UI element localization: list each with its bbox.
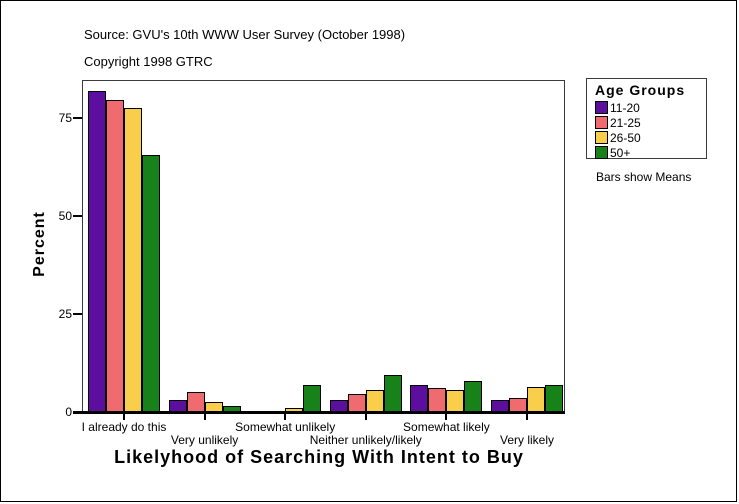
chart-title: Likelyhood of Searching With Intent to B…: [114, 447, 524, 467]
bar-21-25-0: [106, 100, 124, 412]
legend: Age Groups 11-20 21-25 26-50 50+: [586, 78, 707, 160]
category-label: Somewhat unlikely: [235, 420, 336, 434]
copyright-line: Copyright 1998 GTRC: [84, 54, 213, 69]
legend-swatch-icon: [595, 146, 608, 159]
bar-21-25-1: [186, 392, 205, 412]
legend-title: Age Groups: [595, 82, 686, 98]
bar-11-20-4: [410, 385, 429, 412]
bar-21-25-5: [509, 398, 527, 412]
y-tick-label: 75: [58, 111, 72, 125]
category-label: Neither unlikely/likely: [309, 433, 422, 447]
x-tick-mark: [123, 414, 125, 420]
bar-11-20-1: [168, 400, 187, 412]
bar-26-50-4: [446, 390, 465, 412]
x-axis-line: [73, 411, 565, 414]
bar-26-50-2: [285, 408, 304, 412]
y-tick-mark: [73, 117, 82, 119]
x-tick-mark: [445, 414, 448, 420]
legend-label: 11-20: [610, 100, 640, 115]
y-tick-label: 25: [58, 307, 72, 321]
bar-50+-1: [222, 406, 241, 412]
bar-26-50-3: [365, 390, 384, 412]
y-tick-mark: [73, 215, 82, 217]
source-line: Source: GVU's 10th WWW User Survey (Octo…: [84, 27, 406, 42]
bar-50+-2: [303, 385, 322, 412]
x-tick-mark: [526, 414, 528, 420]
legend-row-21-25: 21-25: [595, 115, 706, 130]
bar-50+-0: [142, 155, 160, 412]
bar-11-20-5: [491, 400, 509, 412]
category-label: I already do this: [81, 420, 167, 434]
bar-50+-5: [545, 385, 563, 412]
x-tick-mark: [203, 414, 206, 420]
bar-26-50-1: [204, 402, 223, 412]
bar-11-20-3: [329, 400, 348, 412]
x-tick-mark: [284, 414, 287, 420]
legend-row-26-50: 26-50: [595, 130, 706, 145]
bar-21-25-3: [347, 394, 366, 412]
bar-11-20-0: [88, 91, 106, 412]
legend-label: 50+: [610, 145, 631, 160]
category-label: Very unlikely: [170, 433, 239, 447]
legend-label: 21-25: [610, 115, 641, 130]
bar-26-50-5: [527, 387, 545, 412]
y-tick-mark: [73, 313, 82, 315]
legend-swatch-icon: [595, 101, 608, 114]
bar-26-50-0: [124, 108, 142, 412]
legend-row-11-20: 11-20: [595, 100, 706, 115]
category-label: Somewhat likely: [403, 420, 490, 434]
legend-note: Bars show Means: [596, 170, 692, 184]
plot-area: [82, 80, 565, 414]
bar-50+-3: [383, 375, 402, 412]
legend-swatch-icon: [595, 131, 608, 144]
y-tick-label: 0: [65, 405, 72, 419]
legend-entries: 11-20 21-25 26-50 50+: [595, 100, 706, 160]
legend-row-50+: 50+: [595, 145, 706, 160]
x-tick-mark: [364, 414, 367, 420]
bar-21-25-4: [428, 388, 447, 412]
bar-50+-4: [464, 381, 483, 412]
category-label: Very likely: [499, 433, 555, 447]
y-tick-label: 50: [58, 209, 72, 223]
legend-swatch-icon: [595, 116, 608, 129]
legend-label: 26-50: [610, 130, 641, 145]
